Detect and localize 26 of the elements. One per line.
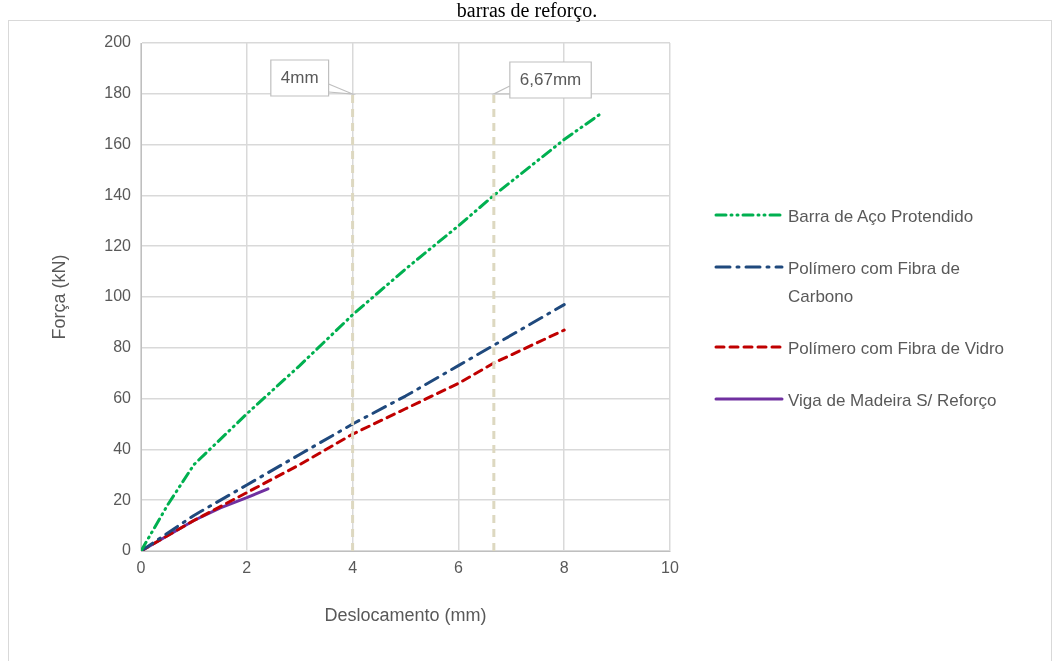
legend-label: Polímero com Fibra de Vidro	[788, 338, 1006, 360]
y-tick-label: 140	[104, 185, 132, 203]
legend-label: Barra de Aço Protendido	[788, 206, 975, 228]
y-tick-label: 0	[122, 541, 132, 559]
x-tick-label: 10	[661, 559, 679, 577]
x-tick-label: 8	[559, 559, 569, 577]
y-tick-label: 160	[104, 135, 132, 153]
y-axis-title: Força (kN)	[48, 254, 69, 340]
x-tick-label: 0	[136, 559, 146, 577]
y-tick-label: 180	[104, 84, 132, 102]
y-tick-label: 200	[104, 33, 132, 51]
x-axis-title: Deslocamento (mm)	[324, 605, 487, 626]
y-tick-label: 40	[113, 439, 132, 457]
x-tick-label: 2	[242, 559, 252, 577]
y-tick-label: 120	[104, 236, 132, 254]
x-tick-label: 6	[453, 559, 463, 577]
y-tick-label: 100	[104, 287, 132, 305]
y-tick-label: 80	[113, 338, 132, 356]
ref-line-label: 6,67mm	[519, 69, 582, 89]
y-tick-label: 20	[113, 490, 132, 508]
legend-label: Viga de Madeira S/ Reforço	[788, 390, 998, 412]
x-tick-label: 4	[348, 559, 358, 577]
y-tick-label: 60	[113, 389, 132, 407]
ref-line-label: 4mm	[280, 67, 319, 87]
legend-label: Polímero com Fibra de Carbono	[788, 258, 961, 308]
chart-title: barras de reforço.	[455, 0, 599, 22]
